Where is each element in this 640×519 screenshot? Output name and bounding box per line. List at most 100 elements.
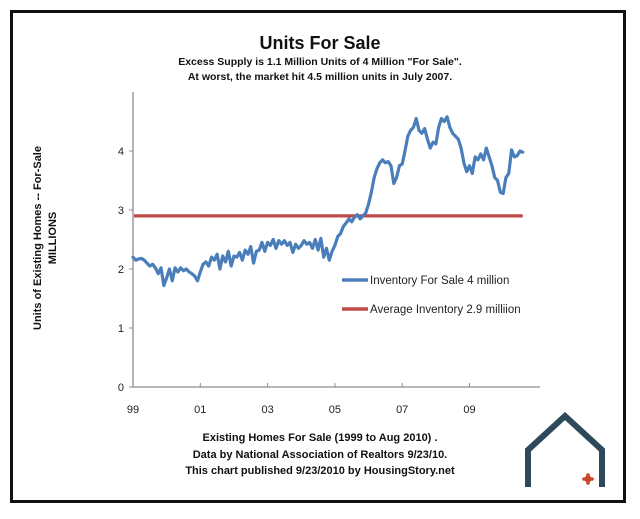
data-point: [513, 155, 516, 159]
x-tick-label: 05: [329, 404, 341, 416]
data-point: [140, 257, 143, 260]
data-point: [389, 164, 393, 167]
data-point: [227, 250, 230, 253]
data-point: [328, 258, 331, 262]
data-point: [344, 221, 348, 225]
data-point: [515, 154, 519, 157]
data-point: [415, 117, 418, 120]
data-point: [314, 238, 317, 241]
data-point: [431, 140, 435, 144]
house-outline-icon: [525, 412, 605, 487]
data-point: [283, 239, 286, 242]
data-point: [487, 155, 491, 159]
data-point: [339, 232, 342, 235]
y-ticks: 0 1 2 3 4: [118, 146, 133, 394]
data-point: [518, 149, 522, 153]
data-point: [305, 243, 309, 246]
data-point: [162, 284, 166, 287]
data-point: [257, 248, 261, 252]
data-point: [440, 117, 443, 120]
data-point: [291, 251, 295, 254]
y-tick-label: 1: [118, 323, 124, 335]
data-point: [145, 261, 149, 265]
data-point: [347, 217, 351, 221]
data-point: [137, 257, 140, 261]
data-point: [207, 264, 210, 268]
data-point: [457, 138, 460, 141]
data-point: [196, 279, 199, 282]
data-point: [143, 258, 146, 262]
data-point: [297, 247, 300, 250]
data-point: [173, 266, 177, 270]
house-logo-icon: [525, 412, 605, 487]
data-point: [255, 250, 258, 253]
data-point: [445, 115, 449, 118]
data-point: [274, 247, 278, 250]
data-point: [367, 202, 370, 206]
data-point: [423, 127, 426, 130]
data-point: [384, 161, 387, 164]
data-point: [333, 244, 337, 247]
data-point: [288, 241, 292, 244]
data-point: [521, 150, 524, 154]
data-point: [159, 266, 163, 270]
data-point: [249, 245, 252, 248]
flower-icon: [582, 473, 594, 485]
data-point: [176, 270, 180, 274]
data-point: [179, 266, 182, 270]
footer-line-3: This chart published 9/23/2010 by Housin…: [185, 465, 455, 477]
data-point: [199, 270, 202, 274]
data-point: [504, 176, 508, 179]
chart-subtitle-line-1: Excess Supply is 1.1 Million Units of 4 …: [178, 56, 462, 68]
data-point: [272, 238, 275, 241]
data-point: [459, 146, 463, 150]
data-point: [171, 279, 174, 282]
data-point: [201, 263, 205, 266]
x-tick-label: 99: [127, 404, 139, 416]
data-point: [490, 164, 494, 167]
data-point: [238, 251, 241, 254]
data-point: [213, 258, 216, 262]
data-point: [465, 170, 468, 173]
data-point: [252, 261, 255, 265]
chart-frame: [10, 10, 626, 503]
data-point: [131, 256, 135, 259]
data-point: [493, 176, 496, 179]
data-point: [392, 182, 395, 185]
x-ticks: 99 01 03 05 07 09: [127, 383, 476, 416]
data-point: [403, 149, 407, 153]
data-point: [157, 272, 160, 275]
series-line-inventory: [131, 115, 525, 288]
data-point: [401, 162, 404, 166]
data-point: [319, 237, 323, 240]
data-point: [364, 211, 367, 215]
data-point: [451, 132, 454, 135]
data-point: [193, 274, 196, 278]
legend-label-inventory: Inventory For Sale 4 million: [370, 275, 509, 287]
data-point: [187, 270, 191, 274]
data-point: [361, 214, 365, 218]
data-point: [485, 146, 488, 150]
data-point: [165, 276, 168, 280]
data-point: [412, 126, 415, 129]
x-tick-label: 07: [396, 404, 408, 416]
data-point: [420, 132, 424, 135]
data-point: [280, 243, 283, 246]
y-tick-label: 2: [118, 264, 124, 276]
data-point: [302, 239, 306, 242]
data-point: [241, 258, 244, 262]
data-point: [260, 241, 264, 244]
data-point: [443, 120, 446, 123]
data-point: [375, 167, 379, 170]
data-point: [386, 160, 390, 163]
data-point: [381, 158, 384, 162]
data-point: [462, 161, 466, 164]
data-point: [182, 269, 185, 272]
data-point: [322, 256, 325, 259]
data-point: [218, 267, 222, 271]
data-point: [325, 247, 328, 250]
data-point: [476, 158, 480, 162]
data-point: [221, 254, 224, 258]
